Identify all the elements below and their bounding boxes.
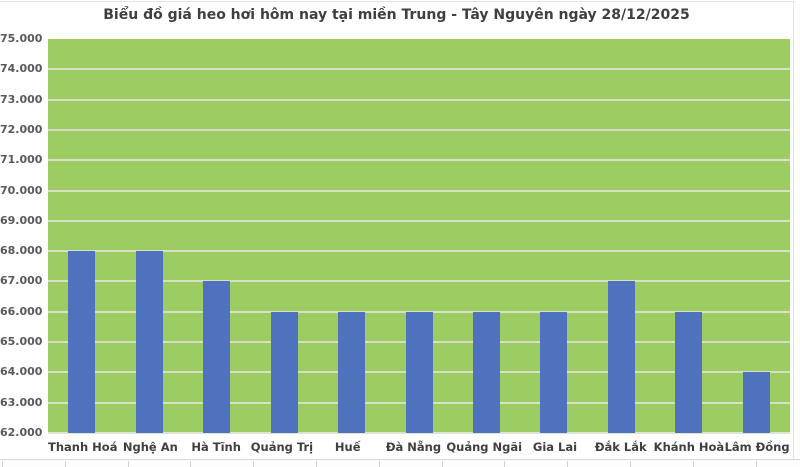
x-axis-category-label: Đà Nẵng bbox=[385, 440, 442, 454]
price-bar-6 bbox=[405, 311, 433, 433]
y-axis-tick-label: 64.000 bbox=[0, 365, 43, 379]
container-top-border bbox=[0, 1, 793, 2]
table-cell-border bbox=[127, 461, 129, 467]
y-axis-tick-label: 62.000 bbox=[0, 426, 43, 439]
x-axis-category-label: Nghệ An bbox=[122, 440, 178, 454]
gridline bbox=[48, 128, 790, 131]
plot-area bbox=[48, 39, 790, 434]
x-axis-category-label: Đắk Lắk bbox=[594, 440, 647, 454]
gridline bbox=[48, 280, 790, 283]
price-bar-11 bbox=[742, 372, 770, 433]
gridline bbox=[48, 250, 790, 253]
gridline bbox=[48, 310, 790, 313]
x-axis-line bbox=[48, 432, 790, 434]
table-cell-border bbox=[190, 461, 192, 467]
x-axis-category-label: Gia Lai bbox=[532, 440, 578, 454]
price-bar-9 bbox=[607, 281, 635, 433]
price-bar-10 bbox=[675, 311, 703, 433]
partial-table-row bbox=[0, 459, 800, 467]
x-axis-category-label: Hà Tĩnh bbox=[191, 440, 241, 454]
price-bar-7 bbox=[472, 311, 500, 433]
y-axis-tick-label: 70.000 bbox=[0, 183, 43, 197]
price-bar-4 bbox=[270, 311, 298, 433]
y-axis-tick-label: 69.000 bbox=[0, 213, 43, 227]
table-cell-border bbox=[567, 461, 569, 467]
y-axis-tick-label: 66.000 bbox=[0, 304, 43, 318]
y-axis-tick-label: 67.000 bbox=[0, 274, 43, 288]
y-axis-tick-label: 71.000 bbox=[0, 153, 43, 167]
y-axis-tick-label: 63.000 bbox=[0, 395, 43, 409]
price-bar-3 bbox=[203, 281, 231, 433]
chart-title: Biểu đồ giá heo hơi hôm nay tại miền Tru… bbox=[103, 7, 690, 23]
gridline bbox=[48, 159, 790, 162]
table-cell-border bbox=[441, 461, 443, 467]
gridline bbox=[48, 98, 790, 101]
price-bar-1 bbox=[68, 251, 96, 433]
table-cell-border bbox=[253, 461, 255, 467]
table-cell-border bbox=[755, 461, 757, 467]
x-axis: Thanh Hoá Nghệ An Hà Tĩnh Quảng Trị Huế Đà Nẵ… bbox=[48, 438, 790, 458]
price-bar-5 bbox=[338, 311, 366, 433]
container-right-border bbox=[793, 1, 794, 459]
x-axis-category-label: Huế bbox=[334, 440, 361, 454]
price-bar-8 bbox=[540, 311, 568, 433]
x-axis-category-label: Quảng Trị bbox=[250, 440, 314, 454]
x-axis-category-label: Thanh Hoá bbox=[48, 440, 118, 454]
gridline bbox=[48, 68, 790, 71]
x-axis-category-label: Khánh Hoà bbox=[653, 440, 725, 454]
y-axis-tick-label: 65.000 bbox=[0, 335, 43, 349]
table-cell-border bbox=[316, 461, 317, 467]
gridline bbox=[48, 219, 790, 222]
y-axis-tick-label: 68.000 bbox=[0, 244, 43, 258]
table-cell-border bbox=[378, 461, 380, 467]
y-axis-tick-label: 73.000 bbox=[0, 92, 43, 106]
x-axis-category-label: Lâm Đồng bbox=[724, 440, 790, 454]
y-axis-tick-label: 72.000 bbox=[0, 122, 43, 136]
price-bar-2 bbox=[135, 251, 163, 433]
y-axis-tick-label: 74.000 bbox=[0, 62, 43, 76]
gridline bbox=[48, 189, 790, 192]
table-cell-border bbox=[630, 461, 631, 467]
table-cell-border bbox=[2, 461, 3, 467]
table-cell-border bbox=[692, 461, 694, 467]
table-cell-border bbox=[504, 461, 506, 467]
x-axis-category-label: Quảng Ngãi bbox=[446, 440, 523, 454]
table-cell-border bbox=[64, 461, 66, 467]
y-axis-tick-label: 75.000 bbox=[0, 32, 43, 45]
